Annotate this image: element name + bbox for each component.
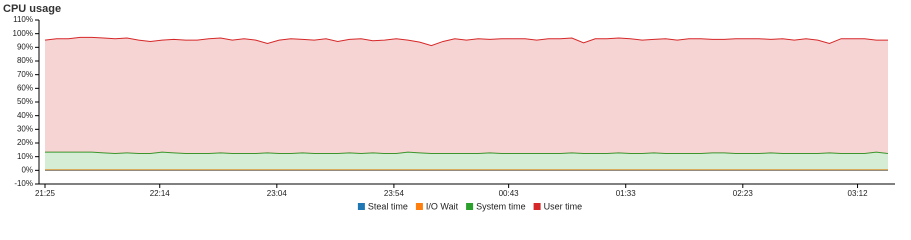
y-tick-label: 30% (17, 124, 33, 133)
legend-text: System time (476, 201, 526, 211)
legend-text: User time (544, 201, 583, 211)
chart-title: CPU usage (3, 3, 61, 15)
legend-swatch (415, 203, 423, 210)
y-tick-label: 70% (17, 70, 33, 79)
x-tick-label: 02:23 (733, 189, 754, 198)
y-tick-label: 50% (17, 97, 33, 106)
legend-text: Steal time (368, 201, 408, 211)
area-fill (45, 37, 888, 154)
y-tick-label: -10% (14, 179, 33, 188)
y-tick-label: 90% (17, 42, 33, 51)
area-line (45, 151, 889, 155)
x-tick-label: 01:33 (616, 189, 637, 198)
y-tick-label: 20% (17, 138, 33, 147)
legend-swatch (533, 203, 541, 210)
x-tick-label: 21:25 (35, 189, 56, 198)
x-tick-label: 23:54 (384, 189, 405, 198)
y-tick-label: 110% (13, 15, 33, 24)
y-tick-label: 10% (17, 152, 33, 161)
area-line (44, 36, 888, 47)
x-tick-label: 23:04 (267, 189, 288, 198)
x-tick-label: 03:12 (848, 189, 869, 198)
x-tick-label: 22:14 (150, 189, 171, 198)
page: {"chart_data": {"type": "stacked-area", … (3, 2, 895, 212)
y-tick-label: 80% (17, 56, 33, 65)
legend-text: I/O Wait (426, 201, 459, 211)
x-tick-label: 00:43 (499, 189, 520, 198)
y-tick-label: 40% (17, 111, 33, 120)
area-fill (45, 152, 888, 170)
y-tick-label: 0% (21, 165, 33, 174)
y-tick-label: 100% (13, 29, 33, 38)
y-tick-label: 60% (17, 83, 33, 92)
legend-swatch (357, 203, 365, 210)
legend-swatch (466, 203, 474, 210)
chart: CPU usage -10% 0% 10% 20% 30% 40% 50% 60% 70% 80%… (3, 3, 895, 211)
